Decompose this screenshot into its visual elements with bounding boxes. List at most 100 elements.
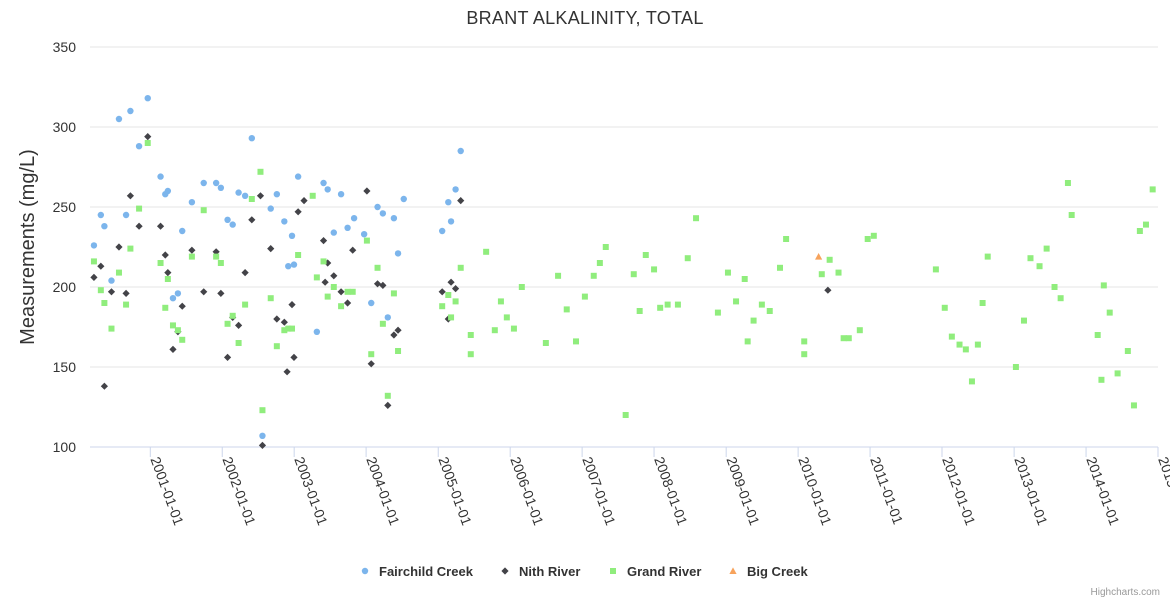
y-tick-label: 200: [53, 279, 77, 295]
data-point: [452, 298, 459, 305]
data-point: [1036, 263, 1043, 270]
data-point: [289, 325, 296, 332]
data-point: [1068, 212, 1075, 218]
data-point: [144, 133, 152, 141]
data-point: [97, 287, 104, 294]
credits-link[interactable]: Highcharts.com: [1091, 587, 1160, 598]
data-point: [135, 143, 143, 150]
data-point: [101, 300, 108, 306]
data-point: [349, 288, 356, 295]
data-point: [338, 303, 345, 310]
data-point: [379, 281, 387, 289]
data-point: [217, 184, 225, 191]
data-point: [212, 248, 220, 256]
data-point: [367, 360, 375, 368]
data-point: [733, 298, 740, 305]
data-point: [693, 215, 700, 222]
data-point: [285, 263, 292, 270]
data-point: [200, 207, 207, 214]
data-point: [179, 336, 186, 343]
data-point: [439, 303, 446, 310]
data-point: [835, 269, 842, 276]
data-point: [845, 335, 852, 342]
data-point: [294, 173, 302, 180]
data-point: [467, 332, 474, 338]
data-point: [126, 192, 135, 200]
data-point: [135, 222, 143, 230]
data-point: [363, 237, 370, 244]
data-point: [241, 269, 249, 277]
data-point: [235, 321, 243, 329]
data-point: [870, 232, 877, 239]
data-point: [319, 237, 328, 245]
data-point: [321, 278, 329, 286]
data-point: [1142, 221, 1149, 228]
data-point: [174, 290, 182, 297]
diamond-icon: [501, 567, 509, 575]
data-point: [179, 227, 186, 235]
data-point: [200, 179, 207, 187]
data-point: [200, 288, 208, 296]
legend-item-big-creek[interactable]: Big Creek: [729, 564, 808, 579]
legend-item-grand-river[interactable]: Grand River: [610, 564, 701, 579]
data-point: [400, 195, 407, 203]
data-point: [169, 295, 177, 302]
data-point: [1027, 255, 1034, 262]
series-grand-river: [90, 140, 1156, 418]
data-point: [630, 271, 637, 278]
data-point: [273, 315, 281, 323]
data-point: [156, 222, 165, 230]
data-point: [491, 327, 498, 334]
data-point: [518, 284, 525, 290]
data-point: [283, 368, 291, 376]
data-point: [384, 314, 391, 321]
data-point: [941, 304, 948, 311]
square-icon: [610, 568, 616, 574]
data-point: [651, 266, 658, 273]
data-point: [136, 205, 143, 212]
data-point: [1100, 282, 1107, 289]
legend-item-nith-river[interactable]: Nith River: [501, 564, 580, 579]
data-point: [107, 288, 116, 296]
legend-item-fairchild-creek[interactable]: Fairchild Creek: [361, 564, 474, 579]
data-point: [101, 223, 108, 230]
data-point: [115, 115, 123, 123]
data-point: [758, 301, 765, 308]
data-point: [259, 432, 266, 439]
data-point: [115, 243, 123, 251]
data-point: [267, 205, 274, 212]
data-point: [1020, 317, 1027, 324]
data-point: [122, 211, 130, 219]
data-point: [330, 272, 338, 280]
data-point: [273, 191, 281, 198]
data-point: [368, 351, 375, 358]
data-point: [295, 252, 302, 258]
data-point: [457, 147, 464, 155]
data-point: [394, 326, 402, 334]
data-point: [1114, 370, 1121, 377]
y-tick-label: 150: [53, 359, 77, 375]
data-point: [840, 335, 847, 342]
data-point: [438, 227, 446, 235]
y-axis-label: Measurements (mg/L): [17, 149, 39, 345]
y-tick-label: 350: [53, 39, 77, 55]
data-point: [224, 320, 231, 327]
data-point: [1094, 332, 1101, 338]
data-point: [164, 187, 172, 195]
data-point: [127, 245, 134, 252]
data-point: [1064, 180, 1071, 186]
data-point: [337, 191, 345, 198]
data-point: [320, 258, 327, 265]
data-point: [294, 208, 302, 216]
triangle-icon: [729, 567, 737, 574]
data-point: [144, 95, 151, 102]
data-point: [818, 271, 825, 278]
data-point: [714, 309, 721, 316]
data-point: [280, 318, 288, 326]
data-point: [968, 378, 975, 385]
data-point: [602, 244, 609, 250]
data-point: [288, 301, 296, 309]
data-point: [467, 351, 474, 358]
